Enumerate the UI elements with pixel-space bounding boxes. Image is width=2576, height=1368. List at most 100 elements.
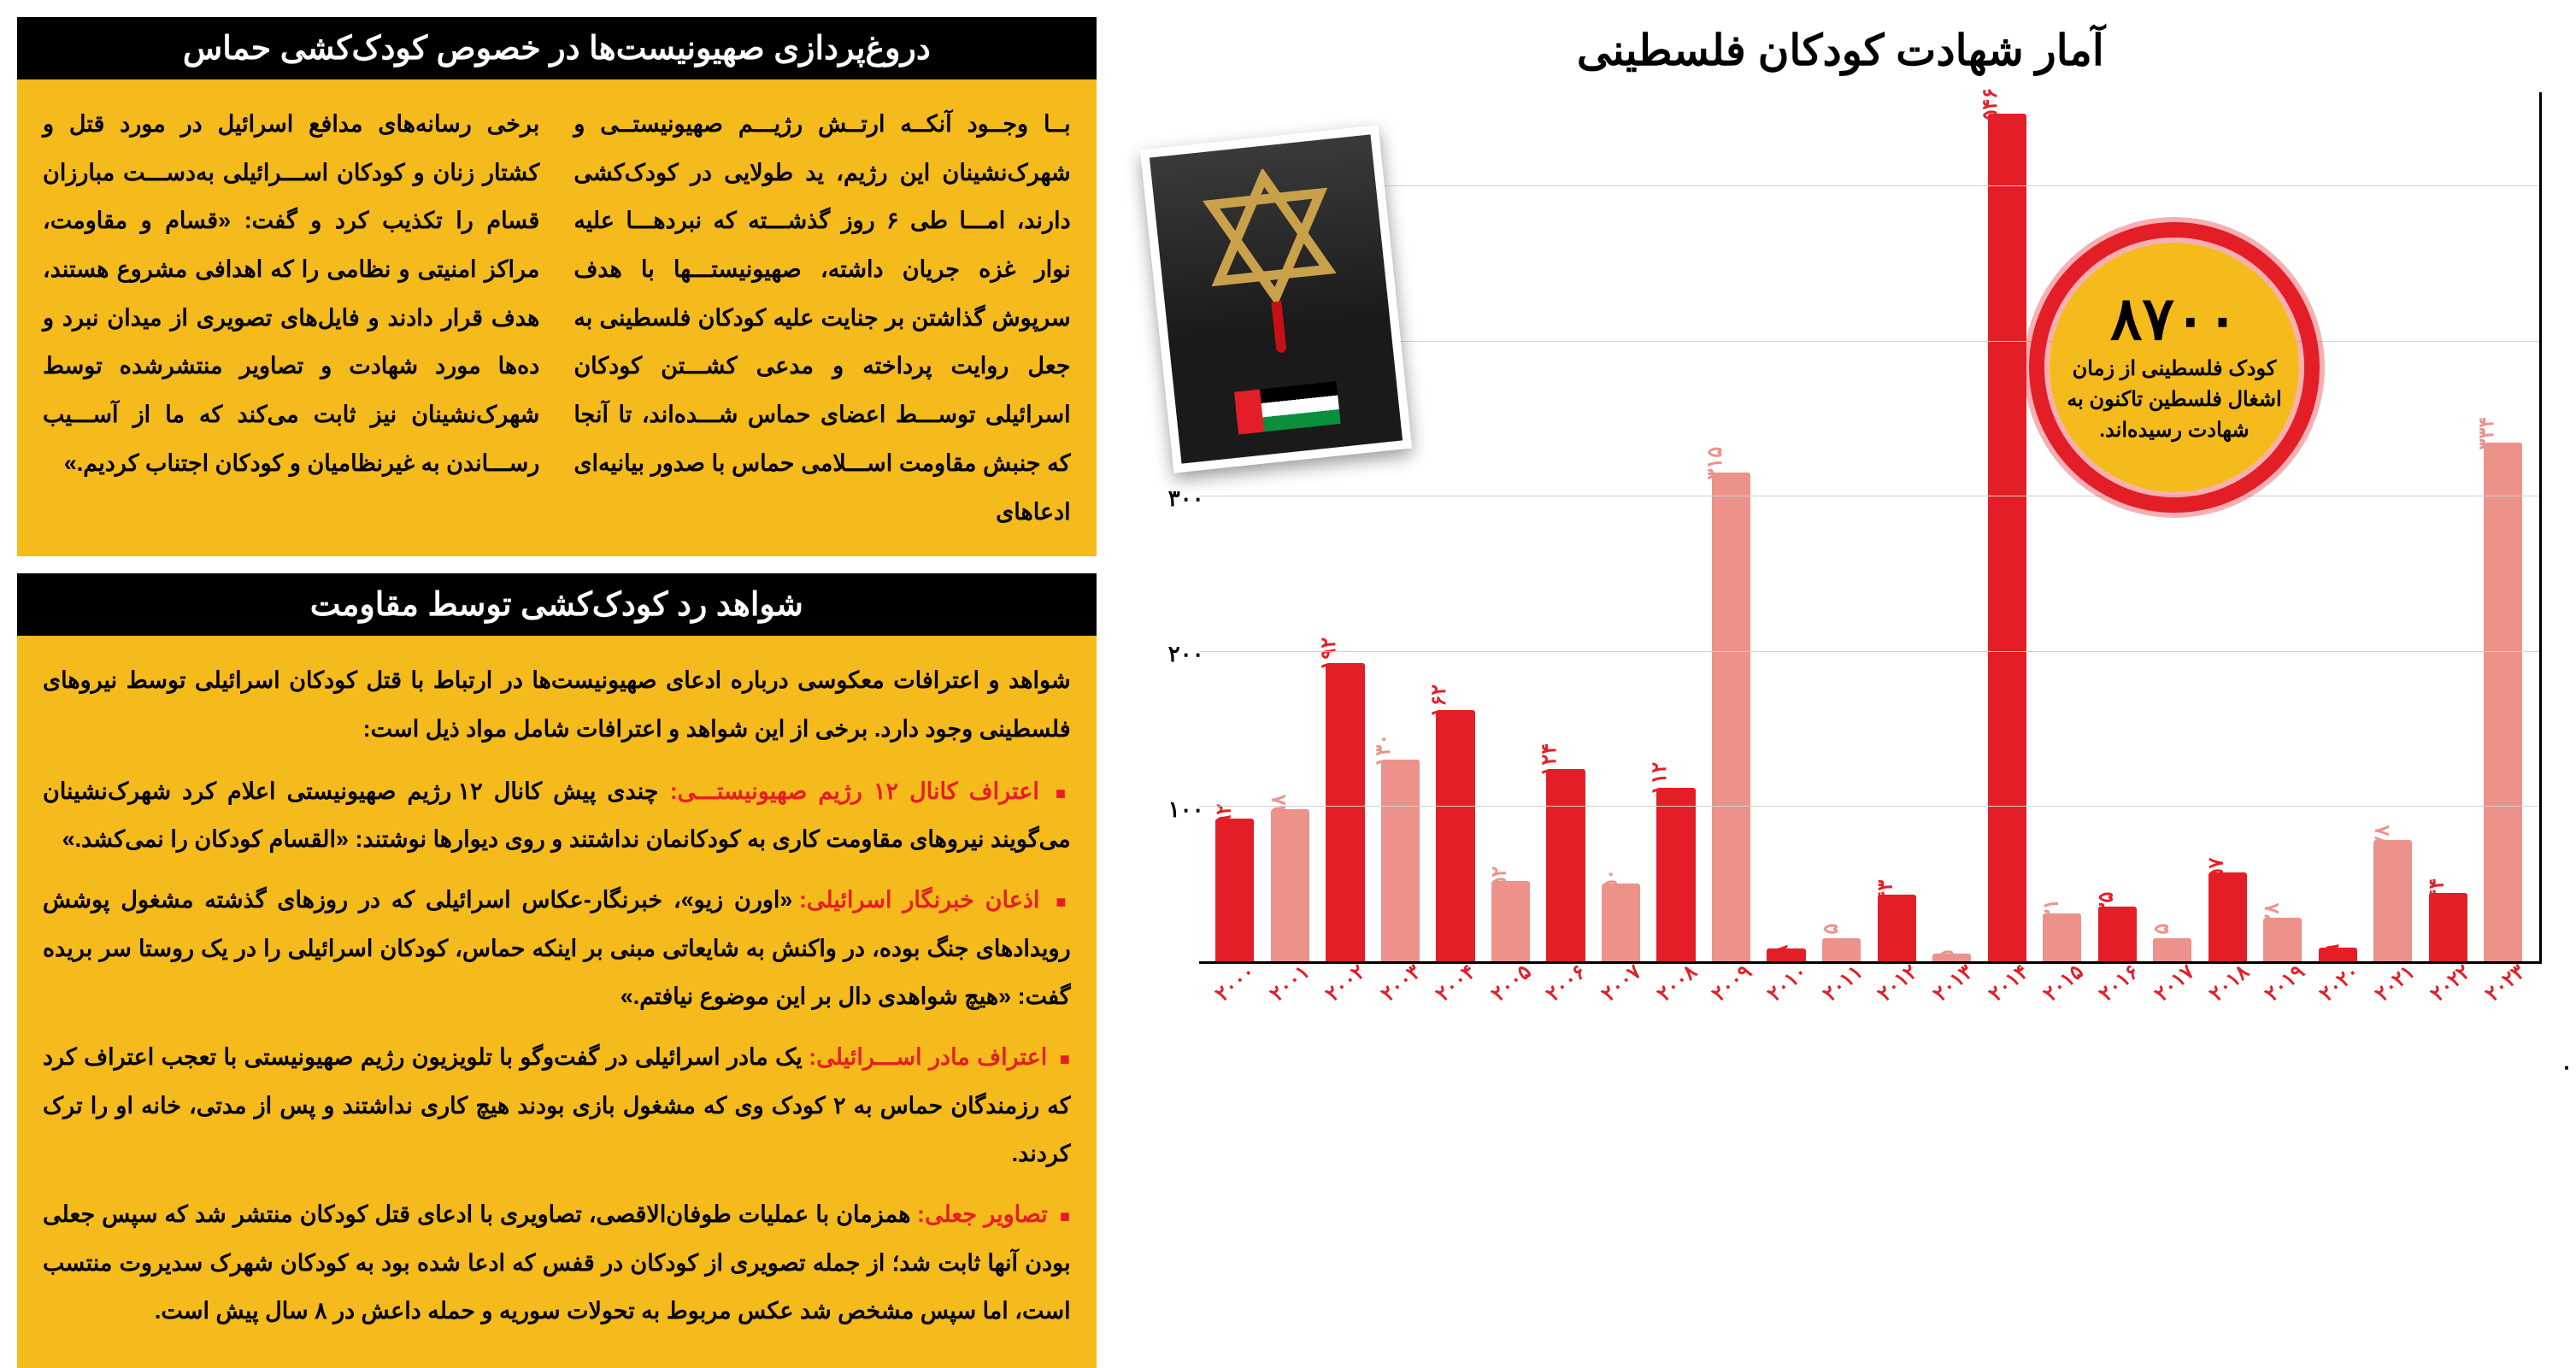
evidence-item: ■ اعتراف کانال ۱۲ رژیم صهیونیستـــی: چند…: [43, 767, 1071, 864]
block-lies-body: بــا وجــود آنکــه ارتــش رژیـــم صهیونی…: [17, 79, 1097, 556]
x-year-label: ۲۰۱۴: [1979, 956, 2038, 1011]
bar-value-label: ۲۸: [2259, 903, 2284, 925]
x-year-label: ۲۰۲۲: [2421, 956, 2479, 1011]
bullet-icon: ■: [1056, 784, 1071, 803]
bar-value-label: ۳۵: [2094, 892, 2119, 914]
text-panel: دروغ‌پردازی صهیونیست‌ها در خصوص کودک‌کشی…: [17, 17, 1097, 1135]
bar-column: ۵: [1924, 92, 1979, 961]
evidence-item: ■ اعتراف مادر اســـرائیلی: یک مادر اسرائ…: [43, 1033, 1071, 1178]
evidence-label: اذعان خبرنگار اسرائیلی:: [799, 887, 1050, 913]
bar-value-label: ۱۶۲: [1426, 684, 1451, 718]
x-year-label: ۲۰۲۳: [2477, 956, 2535, 1011]
callout-text: کودک فلسطینی از زمان اشغال فلسطین تاکنون…: [2067, 354, 2282, 446]
bar-value-label: ۳۳۴: [2474, 417, 2499, 450]
bar: ۴۴: [2429, 893, 2467, 961]
evidence-list: ■ اعتراف کانال ۱۲ رژیم صهیونیستـــی: چند…: [43, 767, 1071, 1336]
grid-line: [1199, 185, 2539, 186]
bar-column: ۳۱۵: [1703, 92, 1759, 961]
bar-column: ۵۴۶: [1979, 92, 2035, 961]
bar-column: ۳۳۴: [2475, 92, 2531, 961]
x-year-label: ۲۰۱۸: [2200, 956, 2258, 1011]
bullet-icon: ■: [1060, 1050, 1071, 1069]
bar: ۳۱۵: [1712, 473, 1750, 961]
evidence-label: اعتراف کانال ۱۲ رژیم صهیونیستـــی:: [670, 778, 1050, 804]
bar: ۳۱: [2043, 913, 2081, 961]
bar-column: ۴۳: [1869, 92, 1925, 961]
evidence-item: ■ تصاویر جعلی: همزمان با عملیات طوفان‌ال…: [43, 1190, 1071, 1336]
chart-panel: آمار شهادت کودکان فلسطینی ۸۷۰۰ کودک فلسط…: [1122, 17, 2559, 1135]
x-year-label: ۲۰۰۳: [1372, 956, 1430, 1011]
bar: ۷۸: [2373, 840, 2412, 961]
bar-value-label: ۵۰: [1597, 869, 1622, 891]
x-year-label: ۲۰۲۰: [2311, 956, 2369, 1011]
x-year-label: ۲۰۱۹: [2255, 956, 2314, 1011]
block-evidence-body: شواهد و اعترافات معکوسی درباره ادعای صهی…: [17, 636, 1097, 1368]
bar: ۱۲۴: [1546, 769, 1585, 961]
x-year-label: ۲۰۱۵: [2034, 956, 2092, 1011]
bar-column: ۱۵: [1814, 92, 1869, 961]
x-year-label: ۲۰۱۲: [1869, 956, 1927, 1011]
callout-number: ۸۷۰۰: [2110, 289, 2238, 349]
bar-column: ۷۸: [2365, 92, 2420, 961]
x-year-label: ۲۰۰۴: [1426, 956, 1485, 1011]
plot: ۹۲۹۸۱۹۲۱۳۰۱۶۲۵۲۱۲۴۵۰۱۱۲۳۱۵۸۱۵۴۳۵۵۴۶۳۱۳۵۱…: [1199, 92, 2542, 964]
plot-wrap: ۹۲۹۸۱۹۲۱۳۰۱۶۲۵۲۱۲۴۵۰۱۱۲۳۱۵۸۱۵۴۳۵۵۴۶۳۱۳۵۱…: [1199, 92, 2542, 1075]
evidence-label: اعتراف مادر اســـرائیلی:: [809, 1044, 1054, 1070]
photo-inner: [1150, 134, 1403, 463]
illustration-photo: [1140, 125, 1412, 473]
bar-column: ۸: [1759, 92, 1814, 961]
bar-value-label: ۹۲: [1212, 804, 1237, 826]
bar: ۳۵: [2098, 907, 2137, 961]
bar-value-label: ۴۳: [1873, 880, 1898, 902]
y-tick: ۲۰۰: [1168, 641, 1204, 667]
grid-line: [1199, 806, 2539, 807]
x-year-label: ۲۰۲۱: [2366, 956, 2424, 1011]
palestine-flag-icon: [1234, 381, 1341, 434]
bar-value-label: ۵۴۶: [1978, 88, 2003, 121]
bar: ۴۳: [1878, 895, 1916, 961]
x-year-label: ۲۰۰۸: [1648, 956, 1706, 1011]
bar: ۱۱۲: [1656, 788, 1695, 961]
bar: ۵۴۶: [1988, 114, 2026, 961]
block-lies-title: دروغ‌پردازی صهیونیست‌ها در خصوص کودک‌کشی…: [17, 17, 1097, 79]
evidence-item: ■ اذعان خبرنگار اسرائیلی: «اورن زیو»، خب…: [43, 876, 1071, 1021]
bar-value-label: ۵: [1934, 950, 1959, 961]
bar: ۹۸: [1271, 809, 1309, 961]
bar-value-label: ۳۱: [2038, 898, 2063, 920]
bar-column: ۱۲۴: [1538, 92, 1594, 961]
x-year-label: ۲۰۱۳: [1924, 956, 1982, 1011]
bar: ۵۲: [1491, 881, 1530, 961]
bar-column: ۴۴: [2420, 92, 2476, 961]
y-tick: ۱۰۰: [1168, 796, 1204, 823]
callout-body: ۸۷۰۰ کودک فلسطینی از زمان اشغال فلسطین ت…: [2050, 243, 2299, 492]
bars-container: ۹۲۹۸۱۹۲۱۳۰۱۶۲۵۲۱۲۴۵۰۱۱۲۳۱۵۸۱۵۴۳۵۵۴۶۳۱۳۵۱…: [1199, 92, 2539, 961]
bar-value-label: ۵۲: [1487, 866, 1512, 888]
evidence-intro: شواهد و اعترافات معکوسی درباره ادعای صهی…: [43, 656, 1071, 753]
chart-title: آمار شهادت کودکان فلسطینی: [1139, 26, 2542, 75]
y-tick: ۳۰۰: [1168, 485, 1204, 512]
x-year-label: ۲۰۱۷: [2145, 956, 2203, 1011]
bar-value-label: ۱۱۲: [1647, 761, 1672, 795]
bar-column: ۵۰: [1593, 92, 1649, 961]
bar-value-label: ۱۲۴: [1537, 743, 1561, 777]
block-lies-col1: بــا وجــود آنکــه ارتــش رژیـــم صهیونی…: [573, 100, 1070, 536]
bar: ۹۲: [1215, 819, 1254, 961]
block-evidence-title: شواهد رد کودک‌کشی توسط مقاومت: [17, 573, 1097, 636]
total-callout: ۸۷۰۰ کودک فلسطینی از زمان اشغال فلسطین ت…: [2029, 222, 2320, 513]
bullet-icon: ■: [1060, 1207, 1071, 1226]
x-year-label: ۲۰۰۱: [1262, 956, 1320, 1011]
bar: ۵۷: [2208, 872, 2247, 961]
bar: ۱۶۲: [1436, 710, 1474, 961]
bar-value-label: ۱۵: [1818, 923, 1843, 945]
x-year-label: ۲۰۰۰: [1206, 956, 1264, 1011]
x-year-label: ۲۰۱۶: [2090, 956, 2148, 1011]
x-axis-labels: ۲۰۰۰۲۰۰۱۲۰۰۲۲۰۰۳۲۰۰۴۲۰۰۵۲۰۰۶۲۰۰۷۲۰۰۸۲۰۰۹…: [1199, 971, 2542, 995]
evidence-label: تصاویر جعلی:: [917, 1201, 1055, 1227]
x-year-label: ۲۰۰۵: [1482, 956, 1540, 1011]
bar-value-label: ۸: [1768, 945, 1793, 956]
x-year-label: ۲۰۰۲: [1316, 956, 1374, 1011]
bar: ۵۰: [1602, 884, 1640, 961]
bar-value-label: ۵۷: [2204, 858, 2229, 880]
bar-column: ۱۶۲: [1428, 92, 1484, 961]
block-evidence: شواهد رد کودک‌کشی توسط مقاومت شواهد و اع…: [17, 573, 1097, 1368]
